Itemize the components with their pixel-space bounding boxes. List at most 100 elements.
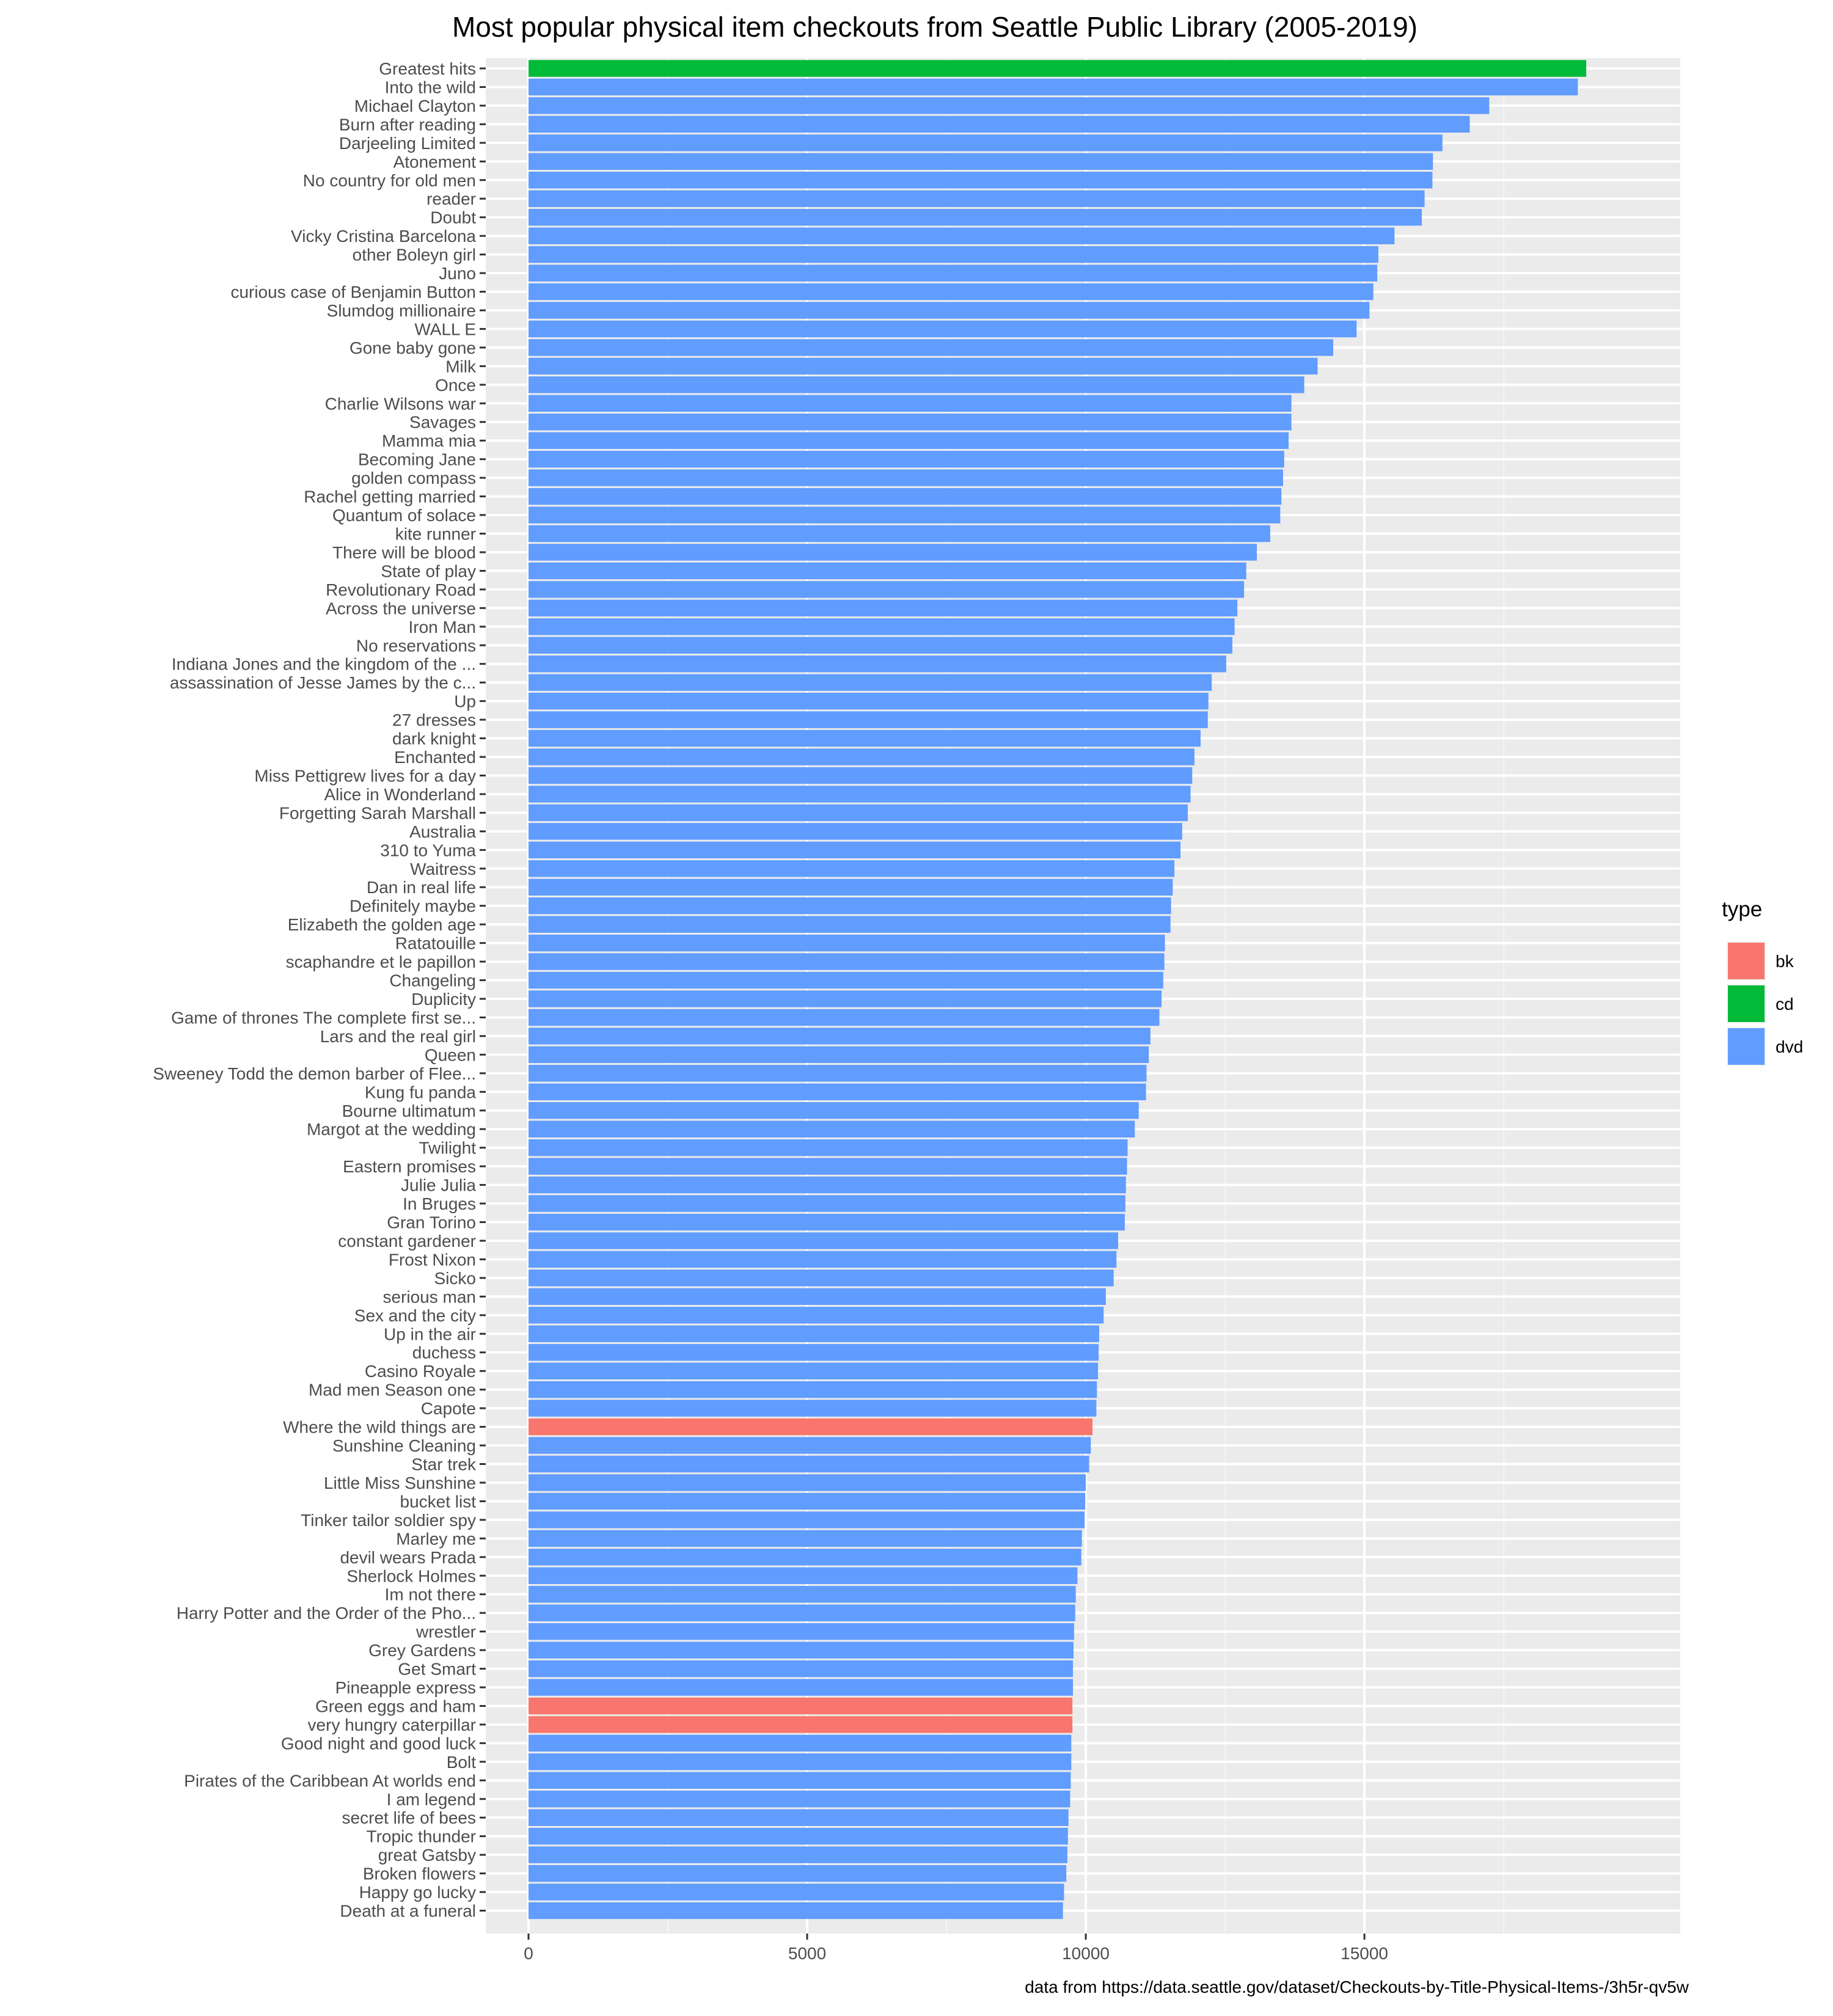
bar xyxy=(529,1809,1069,1826)
y-tick-label: Happy go lucky xyxy=(359,1883,476,1902)
bar xyxy=(529,395,1292,412)
bar xyxy=(529,1530,1082,1547)
y-tick-label: devil wears Prada xyxy=(340,1548,476,1567)
x-axis: 0 5000 10000 15000 xyxy=(524,1934,1388,1963)
bar xyxy=(529,692,1209,710)
bar xyxy=(529,1883,1064,1901)
y-tick-label: Atonement xyxy=(393,152,477,171)
bar xyxy=(529,1455,1089,1473)
legend-title: type xyxy=(1722,897,1762,921)
bar xyxy=(529,786,1191,803)
y-tick-label: Milk xyxy=(445,357,477,376)
y-tick-label: State of play xyxy=(381,561,476,580)
bar xyxy=(529,1362,1099,1379)
bar xyxy=(529,878,1173,896)
y-tick-label: Indiana Jones and the kingdom of the ... xyxy=(172,655,476,674)
y-tick-label: Revolutionary Road xyxy=(326,580,476,599)
bar xyxy=(529,599,1238,617)
y-tick-label: secret life of bees xyxy=(342,1808,476,1827)
bar xyxy=(529,971,1163,989)
y-tick-label: Forgetting Sarah Marshall xyxy=(279,803,476,822)
legend-label-bk: bk xyxy=(1776,952,1795,971)
y-tick-label: constant gardener xyxy=(338,1232,476,1251)
bar xyxy=(529,1567,1078,1584)
y-tick-label: assassination of Jesse James by the c... xyxy=(170,673,476,692)
bar xyxy=(529,674,1212,691)
bar xyxy=(529,1083,1146,1101)
y-tick-label: other Boleyn girl xyxy=(353,246,476,265)
y-tick-label: Game of thrones The complete first se... xyxy=(171,1008,476,1027)
y-tick-label: Burn after reading xyxy=(339,115,476,134)
y-tick-label: dark knight xyxy=(392,729,476,748)
bar xyxy=(529,1158,1127,1175)
bar xyxy=(529,1679,1074,1696)
y-tick-label: 27 dresses xyxy=(392,710,476,729)
y-tick-label: Little Miss Sunshine xyxy=(324,1474,476,1492)
bar xyxy=(529,1864,1067,1882)
bar xyxy=(529,729,1201,747)
y-tick-label: Capote xyxy=(421,1399,476,1418)
y-tick-label: Vicky Cristina Barcelona xyxy=(291,227,476,246)
y-tick-label: Australia xyxy=(409,822,476,841)
bar xyxy=(529,1660,1074,1678)
x-tick-label: 5000 xyxy=(788,1944,826,1963)
y-tick-label: reader xyxy=(426,189,476,208)
bar xyxy=(529,767,1193,784)
y-tick-label: Iron Man xyxy=(409,618,477,637)
y-tick-label: No reservations xyxy=(356,636,476,655)
bar xyxy=(529,1902,1063,1919)
y-tick-label: Mad men Season one xyxy=(309,1381,476,1400)
bar xyxy=(529,1288,1106,1306)
y-tick-label: Into the wild xyxy=(385,78,476,97)
y-tick-label: Frost Nixon xyxy=(389,1250,476,1269)
bar xyxy=(529,1846,1067,1863)
y-tick-label: Gran Torino xyxy=(387,1213,476,1232)
y-tick-label: very hungry caterpillar xyxy=(308,1715,476,1734)
legend-key-cd xyxy=(1728,985,1765,1022)
y-tick-label: Enchanted xyxy=(394,748,476,767)
bar xyxy=(529,562,1246,580)
y-tick-label: Grey Gardens xyxy=(368,1641,476,1660)
bar xyxy=(529,1176,1126,1194)
y-tick-label: scaphandre et le papillon xyxy=(286,952,476,971)
bar xyxy=(529,1381,1097,1398)
bar xyxy=(529,1791,1070,1808)
bar xyxy=(529,1474,1086,1491)
bar xyxy=(529,1492,1086,1510)
y-tick-label: Star trek xyxy=(411,1455,477,1474)
y-tick-label: Alice in Wonderland xyxy=(324,785,476,804)
bar xyxy=(529,916,1171,933)
y-tick-label: Pineapple express xyxy=(335,1678,476,1697)
y-tick-label: Sweeney Todd the demon barber of Flee... xyxy=(153,1064,476,1083)
bar xyxy=(529,172,1433,189)
bar xyxy=(529,1102,1139,1119)
bar xyxy=(529,1697,1073,1715)
bar xyxy=(529,990,1162,1007)
bar xyxy=(529,1753,1072,1770)
bar xyxy=(529,283,1374,301)
y-tick-label: WALL E xyxy=(414,320,476,338)
y-tick-label: Rachel getting married xyxy=(304,488,476,506)
y-tick-label: Pirates of the Caribbean At worlds end xyxy=(184,1771,476,1790)
bar xyxy=(529,190,1425,207)
y-tick-label: No country for old men xyxy=(303,171,476,190)
y-tick-label: Ratatouille xyxy=(395,934,476,953)
x-tick-label: 15000 xyxy=(1341,1944,1388,1963)
y-tick-label: Slumdog millionaire xyxy=(327,301,476,320)
legend-key-bk xyxy=(1728,943,1765,979)
y-tick-label: duchess xyxy=(412,1343,476,1362)
bar xyxy=(529,618,1235,635)
bar xyxy=(529,1325,1099,1342)
bar xyxy=(529,1604,1075,1621)
y-tick-label: Mamma mia xyxy=(382,431,476,450)
y-tick-label: Charlie Wilsons war xyxy=(325,394,476,413)
y-tick-label: Julie Julia xyxy=(401,1176,476,1195)
bar xyxy=(529,357,1318,375)
bar xyxy=(529,1344,1099,1361)
y-tick-label: Lars and the real girl xyxy=(320,1027,476,1046)
bar xyxy=(529,208,1422,226)
y-tick-label: Get Smart xyxy=(398,1660,476,1679)
bar xyxy=(529,1139,1128,1156)
bar xyxy=(529,469,1283,486)
x-tick-label: 10000 xyxy=(1062,1944,1110,1963)
